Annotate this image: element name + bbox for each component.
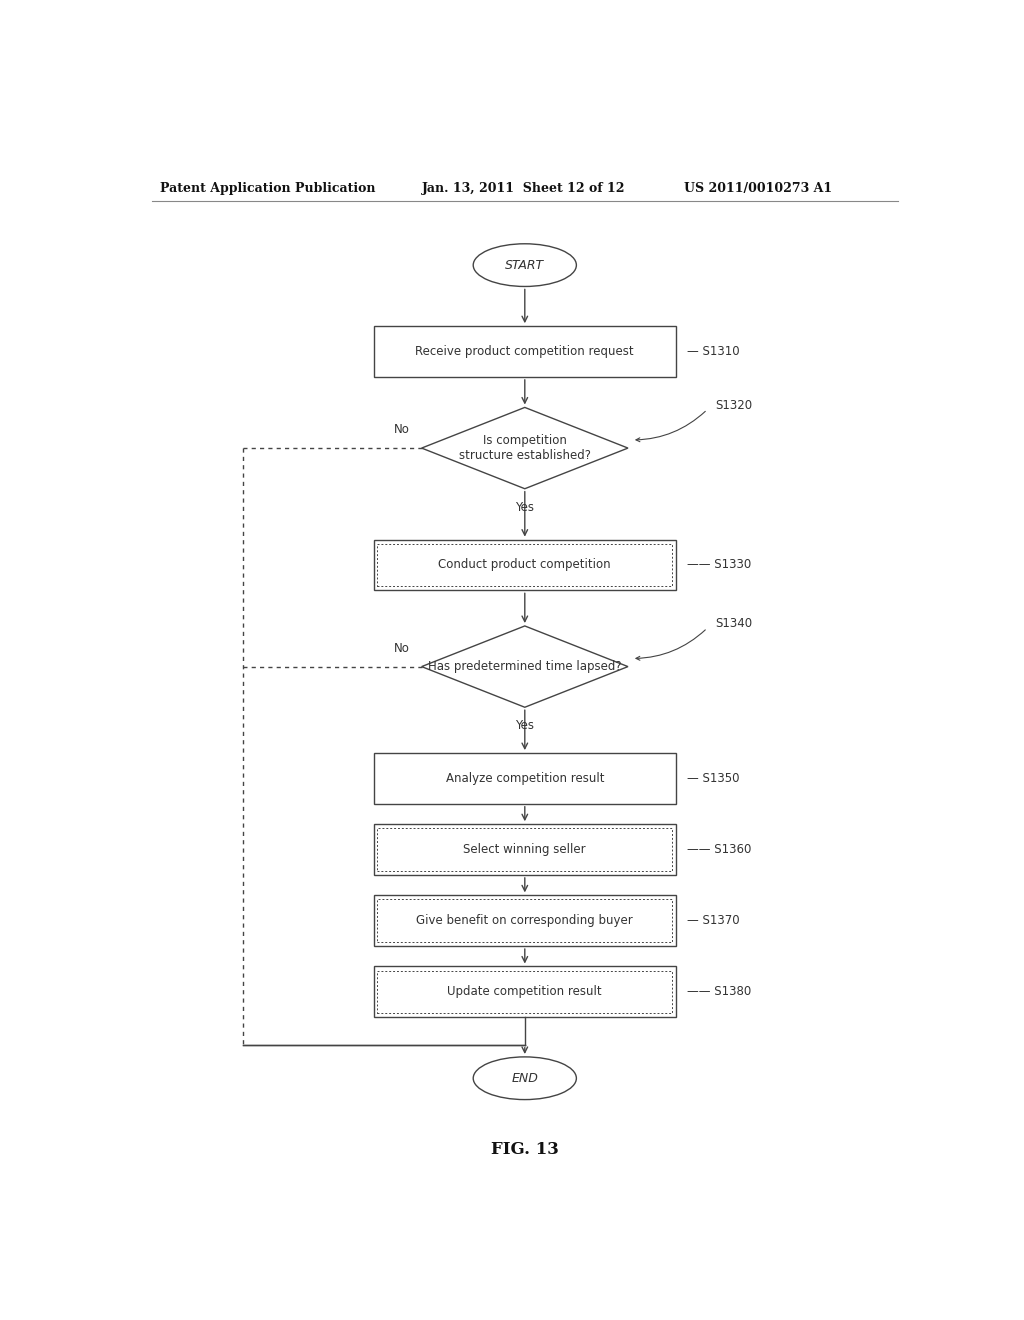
Text: — S1370: — S1370 [687, 915, 740, 927]
Text: Give benefit on corresponding buyer: Give benefit on corresponding buyer [417, 915, 633, 927]
Text: — S1350: — S1350 [687, 772, 740, 785]
Text: Yes: Yes [515, 500, 535, 513]
Text: Update competition result: Update competition result [447, 985, 602, 998]
Text: US 2011/0010273 A1: US 2011/0010273 A1 [684, 182, 831, 195]
Text: FIG. 13: FIG. 13 [490, 1140, 559, 1158]
Text: —— S1380: —— S1380 [687, 985, 752, 998]
Text: Jan. 13, 2011  Sheet 12 of 12: Jan. 13, 2011 Sheet 12 of 12 [422, 182, 625, 195]
Text: Is competition
structure established?: Is competition structure established? [459, 434, 591, 462]
Text: Receive product competition request: Receive product competition request [416, 345, 634, 358]
Text: —— S1360: —— S1360 [687, 843, 752, 857]
Text: S1320: S1320 [715, 399, 753, 412]
Text: — S1310: — S1310 [687, 345, 740, 358]
Text: No: No [394, 642, 410, 655]
Text: Patent Application Publication: Patent Application Publication [160, 182, 375, 195]
Text: No: No [394, 424, 410, 437]
Text: Yes: Yes [515, 719, 535, 733]
Text: S1340: S1340 [715, 618, 753, 631]
Text: END: END [511, 1072, 539, 1085]
Text: START: START [505, 259, 545, 272]
Text: Has predetermined time lapsed?: Has predetermined time lapsed? [428, 660, 622, 673]
Text: Conduct product competition: Conduct product competition [438, 558, 611, 572]
Text: Analyze competition result: Analyze competition result [445, 772, 604, 785]
Text: —— S1330: —— S1330 [687, 558, 752, 572]
Text: Select winning seller: Select winning seller [464, 843, 586, 857]
